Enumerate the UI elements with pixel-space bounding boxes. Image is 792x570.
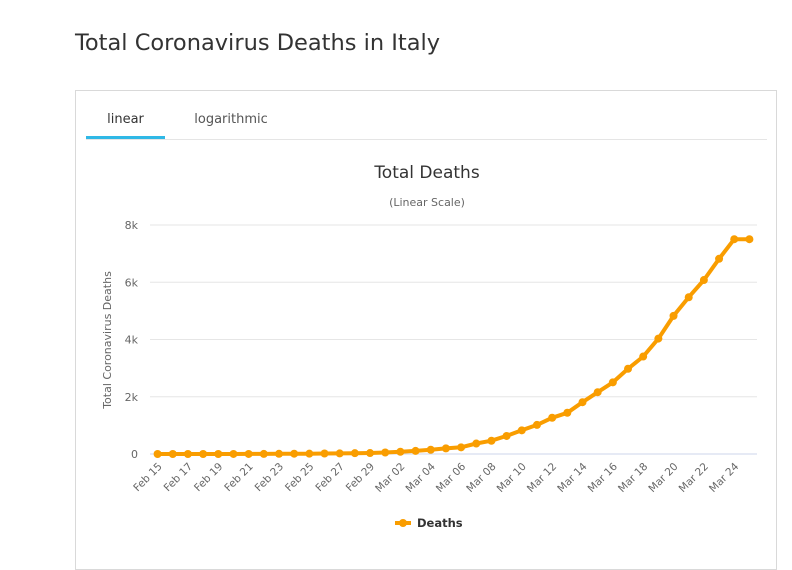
data-point[interactable] bbox=[183, 450, 192, 458]
data-point[interactable] bbox=[730, 235, 739, 244]
legend[interactable]: Deaths bbox=[395, 516, 463, 530]
chart-subtitle: (Linear Scale) bbox=[389, 196, 465, 209]
data-point[interactable] bbox=[259, 449, 268, 458]
data-point[interactable] bbox=[639, 352, 648, 361]
data-point[interactable] bbox=[608, 378, 617, 387]
tab-linear[interactable]: linear bbox=[86, 106, 165, 139]
deaths-line-chart: Total Deaths (Linear Scale) Total Corona… bbox=[101, 163, 757, 530]
data-point[interactable] bbox=[441, 444, 450, 453]
x-tick-label: Feb 19 bbox=[192, 461, 225, 494]
x-tick-label: Mar 08 bbox=[464, 461, 498, 495]
data-point[interactable] bbox=[320, 449, 329, 458]
deaths-series-line bbox=[155, 237, 752, 456]
y-axis-label: Total Coronavirus Deaths bbox=[101, 271, 114, 410]
x-tick-label: Mar 18 bbox=[616, 461, 650, 495]
x-tick-label: Mar 14 bbox=[555, 460, 590, 495]
data-point[interactable] bbox=[502, 431, 511, 440]
data-point[interactable] bbox=[335, 449, 344, 458]
x-tick-label: Feb 23 bbox=[253, 461, 286, 494]
data-point[interactable] bbox=[457, 443, 466, 452]
data-point[interactable] bbox=[168, 450, 177, 458]
y-tick-label: 8k bbox=[125, 219, 139, 232]
data-point[interactable] bbox=[411, 446, 420, 455]
x-tick-label: Feb 27 bbox=[313, 461, 346, 494]
data-point[interactable] bbox=[396, 447, 405, 456]
legend-marker bbox=[399, 519, 407, 527]
data-point[interactable] bbox=[578, 398, 587, 407]
data-point[interactable] bbox=[381, 448, 390, 457]
data-point[interactable] bbox=[654, 334, 663, 343]
legend-label: Deaths bbox=[417, 516, 463, 530]
data-point[interactable] bbox=[593, 388, 602, 397]
data-point[interactable] bbox=[426, 445, 435, 454]
data-point[interactable] bbox=[274, 449, 283, 458]
data-point[interactable] bbox=[669, 311, 678, 320]
page-title: Total Coronavirus Deaths in Italy bbox=[75, 30, 441, 56]
x-tick-label: Mar 24 bbox=[707, 460, 742, 495]
scale-tabs: linear logarithmic bbox=[86, 106, 767, 140]
data-point[interactable] bbox=[244, 449, 253, 458]
data-point[interactable] bbox=[472, 439, 481, 448]
x-tick-label: Feb 21 bbox=[222, 461, 255, 494]
x-tick-label: Mar 16 bbox=[586, 460, 621, 495]
tab-logarithmic[interactable]: logarithmic bbox=[194, 112, 268, 127]
data-point[interactable] bbox=[563, 408, 572, 417]
data-point[interactable] bbox=[229, 449, 238, 458]
data-point[interactable] bbox=[350, 449, 359, 458]
data-point[interactable] bbox=[487, 436, 496, 445]
data-point[interactable] bbox=[745, 235, 754, 244]
y-tick-label: 6k bbox=[125, 276, 139, 289]
data-point[interactable] bbox=[699, 276, 708, 285]
data-point[interactable] bbox=[624, 364, 633, 373]
x-tick-label: Mar 12 bbox=[525, 461, 559, 495]
x-tick-label: Feb 29 bbox=[344, 461, 377, 494]
x-tick-label: Mar 22 bbox=[677, 461, 711, 495]
x-tick-label: Mar 06 bbox=[434, 460, 469, 495]
x-tick-label: Mar 04 bbox=[404, 460, 439, 495]
x-tick-label: Feb 17 bbox=[162, 461, 195, 494]
chart-title: Total Deaths bbox=[373, 163, 480, 183]
x-tick-label: Mar 10 bbox=[495, 461, 529, 495]
x-tick-label: Feb 25 bbox=[283, 461, 316, 494]
data-point[interactable] bbox=[305, 449, 314, 458]
y-tick-label: 4k bbox=[125, 334, 139, 347]
data-point[interactable] bbox=[199, 450, 208, 458]
data-point[interactable] bbox=[214, 450, 223, 458]
x-tick-label: Mar 20 bbox=[646, 461, 680, 495]
x-tick-label: Feb 15 bbox=[131, 461, 164, 494]
y-tick-label: 2k bbox=[125, 391, 139, 404]
data-point[interactable] bbox=[715, 254, 724, 263]
data-point[interactable] bbox=[684, 293, 693, 302]
data-point[interactable] bbox=[548, 413, 557, 422]
data-point[interactable] bbox=[290, 449, 299, 458]
data-point[interactable] bbox=[517, 426, 526, 435]
data-point[interactable] bbox=[532, 420, 541, 429]
data-point[interactable] bbox=[366, 449, 375, 458]
y-tick-label: 0 bbox=[131, 448, 138, 461]
x-tick-label: Mar 02 bbox=[373, 461, 407, 495]
data-point[interactable] bbox=[153, 450, 162, 458]
